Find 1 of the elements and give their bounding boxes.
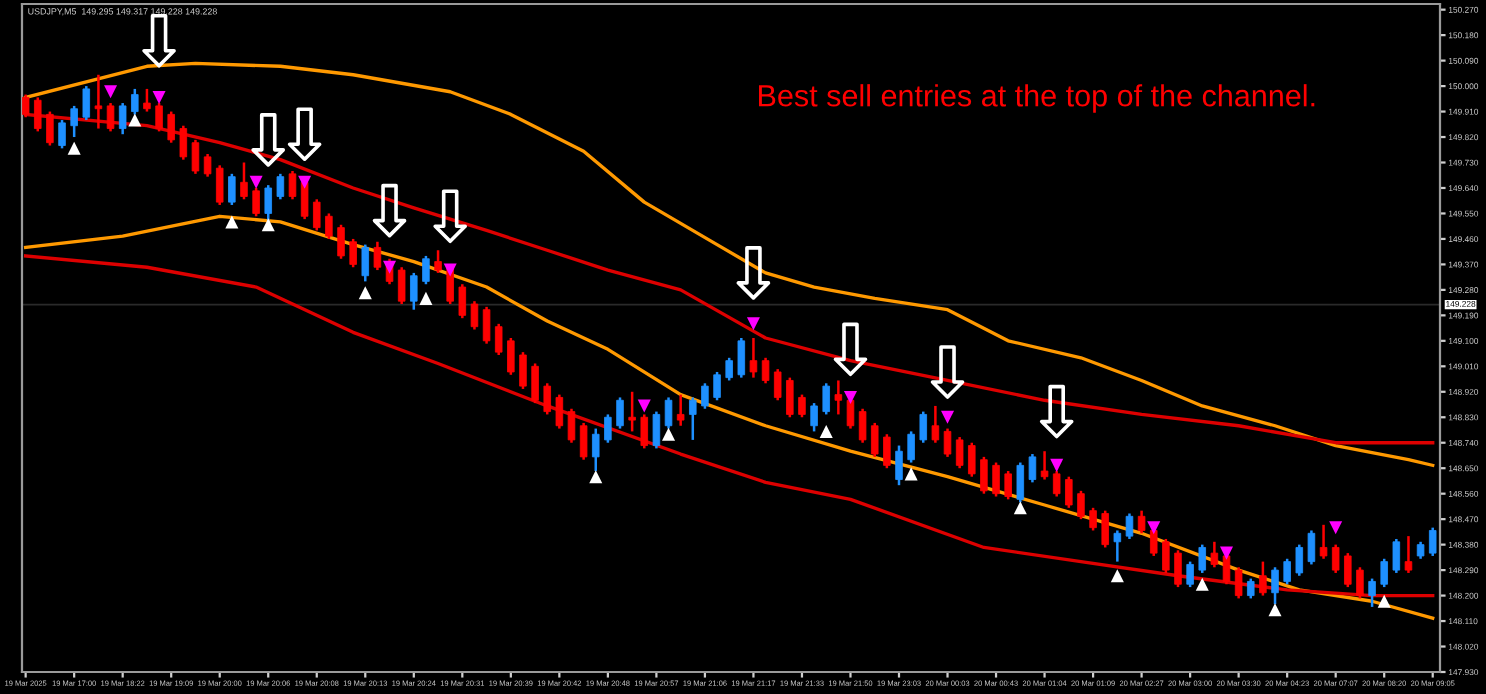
annotation: Best sell entries at the top of the channel. bbox=[759, 84, 1315, 113]
